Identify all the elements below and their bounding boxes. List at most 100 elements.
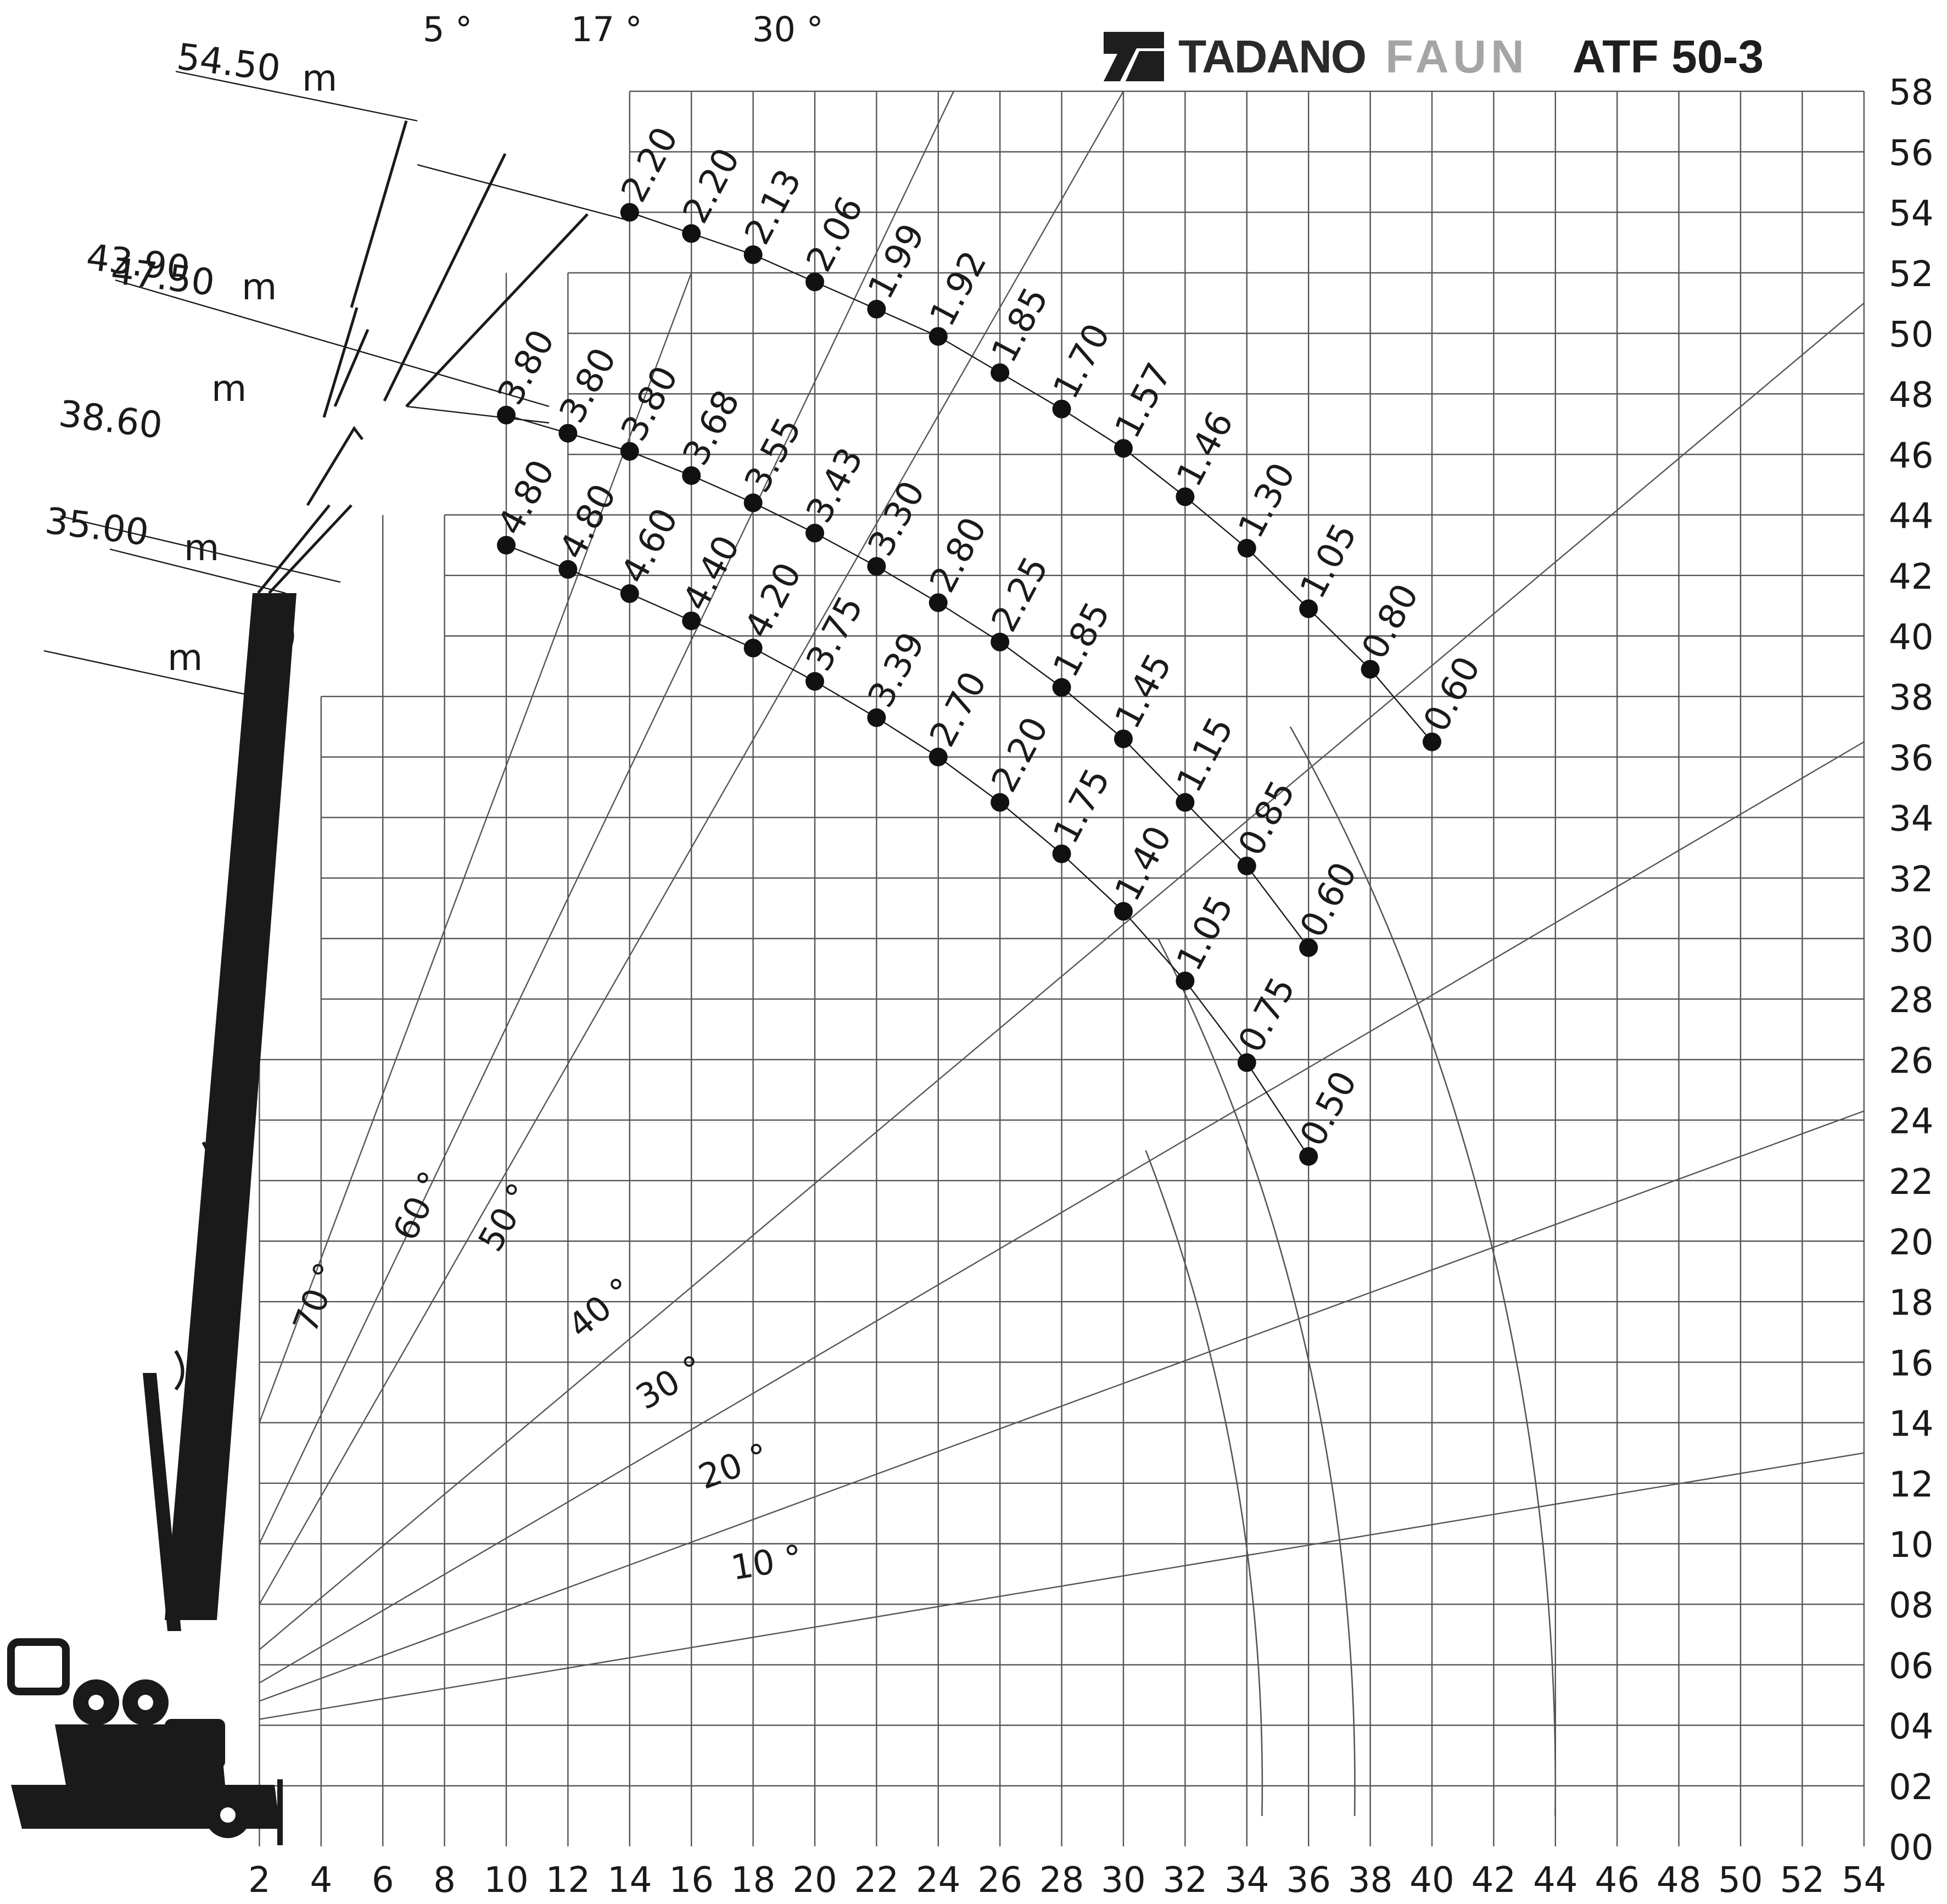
- data-point: [558, 560, 578, 579]
- jib-connector: [60, 515, 341, 583]
- load-label: 0.85: [1231, 774, 1303, 863]
- x-tick-label: 52: [1780, 1860, 1825, 1901]
- series-line: [506, 414, 1310, 948]
- jib-connector: [109, 548, 286, 594]
- x-axis-ticks: 2 4 6 8 10 12 14 16 18 20 22 24 26 28 30 32 34 36 38 40 42 44…: [248, 1860, 1886, 1901]
- data-point: [928, 747, 948, 767]
- jib-offset-label: 5 °: [423, 9, 472, 49]
- load-label: 1.05: [1169, 889, 1241, 978]
- data-points: [497, 203, 1441, 1166]
- y-tick-label: 18: [1889, 1283, 1933, 1324]
- data-point: [805, 523, 824, 543]
- load-label: 1.85: [1045, 596, 1118, 684]
- boom-angle-ray: [259, 302, 1865, 1650]
- load-label: 2.20: [984, 711, 1056, 799]
- data-point: [1114, 902, 1133, 921]
- data-point: [805, 672, 824, 691]
- y-tick-label: 54: [1889, 194, 1933, 234]
- y-tick-label: 40: [1889, 617, 1933, 658]
- load-label: 2.13: [737, 163, 809, 252]
- data-point: [1299, 1147, 1318, 1166]
- load-label: 1.46: [1169, 405, 1241, 493]
- load-label: 2.20: [675, 142, 748, 230]
- y-tick-label: 34: [1889, 799, 1933, 840]
- y-tick-label: 48: [1889, 375, 1933, 416]
- y-tick-label: 24: [1889, 1102, 1933, 1142]
- load-label: 0.75: [1231, 971, 1303, 1059]
- series-lines: [506, 211, 1433, 1157]
- load-label: 1.92: [922, 244, 995, 333]
- jib-offset-label: 17 °: [571, 9, 642, 49]
- jib-offset-labels: 5 ° 17 ° 30 °: [423, 9, 824, 49]
- boom-angle-ray: [259, 1110, 1865, 1702]
- data-point: [991, 793, 1010, 812]
- x-tick-label: 46: [1594, 1860, 1639, 1901]
- x-tick-label: 38: [1348, 1860, 1392, 1901]
- length-unit-label: m: [167, 636, 203, 679]
- y-tick-label: 22: [1889, 1162, 1933, 1203]
- radius-arc: [1145, 1150, 1263, 1816]
- load-label: 1.30: [1231, 456, 1303, 545]
- load-label: 2.25: [984, 550, 1056, 639]
- tadano-logo-icon: [1104, 32, 1164, 81]
- load-label: 2.70: [922, 665, 995, 753]
- jib-connectors: [43, 70, 626, 704]
- data-point: [1423, 732, 1441, 751]
- y-tick-label: 56: [1889, 133, 1933, 174]
- load-label: 3.68: [675, 384, 748, 472]
- data-point: [620, 203, 639, 222]
- data-point: [1052, 678, 1071, 697]
- y-tick-label: 08: [1889, 1585, 1933, 1626]
- load-label: 0.60: [1416, 650, 1489, 739]
- y-tick-label: 46: [1889, 435, 1933, 476]
- data-point: [1361, 660, 1380, 679]
- load-label: 1.57: [1107, 356, 1180, 445]
- boom-angle-label: 30 °: [629, 1347, 711, 1418]
- y-tick-label: 16: [1889, 1343, 1933, 1384]
- jib-sections: [257, 120, 589, 594]
- crane-illustration: [7, 120, 589, 1845]
- y-tick-label: 14: [1889, 1404, 1933, 1445]
- load-label: 4.80: [552, 478, 624, 566]
- x-tick-label: 54: [1842, 1860, 1886, 1901]
- x-tick-label: 48: [1657, 1860, 1701, 1901]
- data-point: [991, 363, 1010, 382]
- data-point: [1237, 1053, 1256, 1072]
- x-tick-label: 14: [607, 1860, 652, 1901]
- jib-connector: [175, 70, 418, 122]
- boom-angle-label: 70 °: [285, 1257, 348, 1338]
- x-tick-label: 42: [1472, 1860, 1516, 1901]
- x-tick-label: 34: [1224, 1860, 1269, 1901]
- load-label: 0.50: [1293, 1065, 1365, 1153]
- x-tick-label: 44: [1533, 1860, 1577, 1901]
- load-label: 3.80: [552, 342, 624, 430]
- x-tick-label: 12: [546, 1860, 590, 1901]
- brand-sub: FAUN: [1385, 30, 1529, 82]
- load-label: 2.20: [614, 121, 686, 209]
- load-label: 1.05: [1293, 517, 1365, 605]
- x-tick-label: 20: [792, 1860, 837, 1901]
- data-point: [1052, 844, 1071, 863]
- data-point: [743, 493, 763, 512]
- load-label: 4.80: [490, 454, 563, 542]
- data-point: [867, 557, 886, 576]
- boom-angle-ray: [259, 741, 1865, 1684]
- x-tick-label: 22: [854, 1860, 899, 1901]
- y-tick-label: 36: [1889, 738, 1933, 779]
- jib-connector: [406, 405, 550, 424]
- data-point: [1237, 539, 1256, 558]
- data-point: [867, 299, 886, 319]
- load-label: 1.99: [860, 217, 933, 306]
- boom-angle-ray: [259, 91, 1124, 1605]
- data-point: [1176, 487, 1195, 506]
- load-label: 4.20: [737, 556, 809, 645]
- load-label: 1.85: [984, 281, 1056, 370]
- boom-length-label: 47.50: [109, 249, 217, 304]
- data-point: [1237, 856, 1256, 875]
- x-tick-label: 26: [977, 1860, 1022, 1901]
- load-label: 1.75: [1045, 762, 1118, 851]
- radius-arc: [1157, 938, 1356, 1816]
- x-tick-label: 24: [916, 1860, 960, 1901]
- data-point: [497, 405, 516, 425]
